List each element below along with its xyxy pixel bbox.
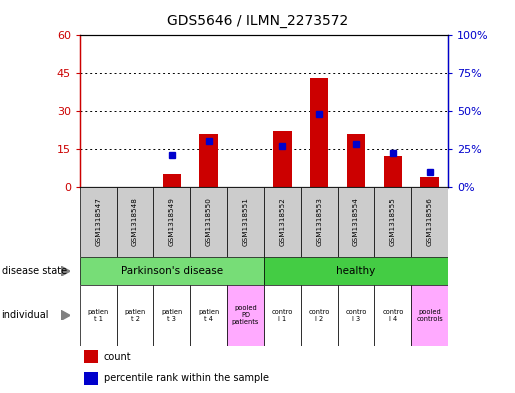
Bar — [199, 134, 218, 187]
Bar — [83, 350, 98, 363]
Text: GSM1318547: GSM1318547 — [95, 198, 101, 246]
Text: contro
l 1: contro l 1 — [271, 309, 293, 322]
Bar — [153, 285, 191, 346]
Text: GDS5646 / ILMN_2273572: GDS5646 / ILMN_2273572 — [167, 14, 348, 28]
Bar — [80, 285, 117, 346]
Bar — [163, 174, 181, 187]
Text: GSM1318548: GSM1318548 — [132, 198, 138, 246]
Text: contro
l 4: contro l 4 — [382, 309, 404, 322]
Text: healthy: healthy — [336, 266, 375, 276]
Bar — [310, 78, 329, 187]
Bar — [83, 372, 98, 385]
Text: GSM1318549: GSM1318549 — [169, 198, 175, 246]
Bar — [347, 134, 365, 187]
Bar — [80, 187, 117, 257]
Text: GSM1318550: GSM1318550 — [205, 198, 212, 246]
Text: pooled
controls: pooled controls — [416, 309, 443, 322]
Bar — [116, 285, 153, 346]
Text: contro
l 3: contro l 3 — [345, 309, 367, 322]
Text: individual: individual — [2, 310, 49, 320]
Bar — [116, 187, 153, 257]
Text: patien
t 4: patien t 4 — [198, 309, 219, 322]
Text: GSM1318554: GSM1318554 — [353, 198, 359, 246]
Bar — [191, 285, 227, 346]
Bar — [374, 187, 411, 257]
Text: patien
t 1: patien t 1 — [88, 309, 109, 322]
Bar — [374, 285, 411, 346]
Bar — [227, 187, 264, 257]
Bar — [384, 156, 402, 187]
Bar — [420, 176, 439, 187]
Text: percentile rank within the sample: percentile rank within the sample — [104, 373, 269, 383]
Polygon shape — [61, 266, 70, 276]
Text: GSM1318556: GSM1318556 — [426, 198, 433, 246]
Text: GSM1318552: GSM1318552 — [279, 198, 285, 246]
Bar — [191, 187, 227, 257]
Text: count: count — [104, 352, 131, 362]
Text: patien
t 3: patien t 3 — [161, 309, 182, 322]
Bar — [338, 285, 374, 346]
Text: contro
l 2: contro l 2 — [308, 309, 330, 322]
Text: GSM1318551: GSM1318551 — [243, 198, 249, 246]
Text: patien
t 2: patien t 2 — [125, 309, 146, 322]
Polygon shape — [61, 310, 70, 321]
Bar — [227, 285, 264, 346]
Bar — [338, 187, 374, 257]
Bar — [80, 257, 264, 285]
Bar — [273, 131, 291, 187]
Bar — [264, 257, 448, 285]
Bar — [264, 187, 301, 257]
Bar — [301, 285, 338, 346]
Bar — [153, 187, 191, 257]
Text: GSM1318553: GSM1318553 — [316, 198, 322, 246]
Text: GSM1318555: GSM1318555 — [390, 198, 396, 246]
Bar — [411, 187, 448, 257]
Bar — [301, 187, 338, 257]
Text: Parkinson's disease: Parkinson's disease — [121, 266, 223, 276]
Text: pooled
PD
patients: pooled PD patients — [232, 305, 259, 325]
Bar — [264, 285, 301, 346]
Bar — [411, 285, 448, 346]
Text: disease state: disease state — [2, 266, 66, 276]
